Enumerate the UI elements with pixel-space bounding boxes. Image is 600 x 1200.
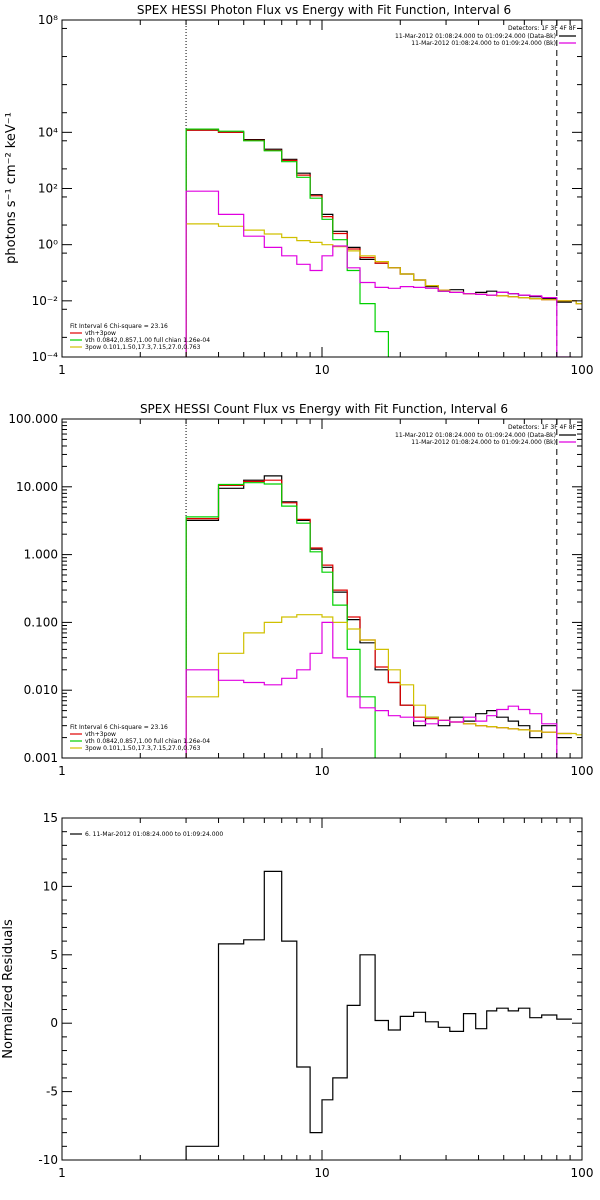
count-flux-y-tick-label: 1.000 <box>24 548 58 562</box>
photon-flux-fit-legend-label: 3pow 0.101,1.50,17.3,7.15,27.0,0.763 <box>85 344 201 351</box>
count-flux-panel: SPEX HESSI Count Flux vs Energy with Fit… <box>8 402 594 778</box>
count-flux-fit-legend-label: vth+3pow <box>85 731 116 738</box>
photon-flux-x-tick-label: 100 <box>571 363 594 377</box>
photon-flux-y-tick-label: 10² <box>38 182 58 196</box>
count-flux-legend-entry-label: 11-Mar-2012 01:08:24.000 to 01:09:24.000… <box>411 439 556 446</box>
photon-flux-series-background <box>185 190 572 357</box>
photon-flux-x-tick-label: 10 <box>314 363 329 377</box>
count-flux-fit-legend-label: 3pow 0.101,1.50,17.3,7.15,27.0,0.763 <box>85 745 201 752</box>
count-flux-series-three-pow <box>185 614 582 758</box>
photon-flux-series-vth <box>185 128 389 357</box>
photon-flux-plot-area: 1 10 100 10⁻⁴ 10⁻² 10⁰ 10² 10⁴ 10⁸ Detectors: 1F … <box>32 13 594 377</box>
count-flux-y-tick-label: 0.100 <box>24 615 58 629</box>
photon-flux-y-tick-label: 10⁰ <box>38 238 58 252</box>
photon-flux-y-tick-label: 10⁻² <box>32 294 59 308</box>
residuals-y-axis-label: Normalized Residuals <box>1 919 16 1059</box>
residuals-x-tick-label: 10 <box>314 1166 329 1180</box>
photon-flux-y-tick-label: 10⁸ <box>38 13 58 27</box>
residuals-y-tick-label: -5 <box>46 1085 58 1099</box>
photon-flux-y-axis-label: photons s⁻¹ cm⁻² keV⁻¹ <box>4 112 19 264</box>
photon-flux-fit-legend-label: vth 0.0842,0.857,1.00 full chian 1.26e-0… <box>85 337 210 344</box>
photon-flux-y-tick-label: 10⁻⁴ <box>32 350 59 364</box>
count-flux-y-tick-label: 0.010 <box>24 683 58 697</box>
photon-flux-fit-summary-label: Fit Interval 6 Chi-square = 23.16 <box>70 323 168 330</box>
photon-flux-legend-entry-label: 11-Mar-2012 01:08:24.000 to 01:09:24.000… <box>395 33 556 40</box>
count-flux-x-tick-label: 1 <box>58 764 66 778</box>
photon-flux-y-tick-label: 10⁴ <box>38 125 58 139</box>
residuals-plot-area: 1 10 100 -10 -5 0 5 10 15 6. 11-Mar-2012 01:08:24… <box>38 811 593 1180</box>
count-flux-y-tick-label: 10.000 <box>16 480 58 494</box>
residuals-y-tick-label: 5 <box>50 948 58 962</box>
photon-flux-legend-entry-label: 11-Mar-2012 01:08:24.000 to 01:09:24.000… <box>411 40 556 47</box>
count-flux-series-background <box>185 621 558 758</box>
count-flux-x-tick-label: 100 <box>571 764 594 778</box>
residuals-panel: Normalized Residuals 1 10 100 -10 -5 0 5 10 15 6.… <box>1 811 593 1180</box>
residuals-y-tick-label: 0 <box>50 1016 58 1030</box>
photon-flux-x-tick-label: 1 <box>58 363 66 377</box>
count-flux-fit-summary-label: Fit Interval 6 Chi-square = 23.16 <box>70 724 168 731</box>
residuals-series-residuals <box>185 870 572 1160</box>
count-flux-detectors-label: Detectors: 1F 3F 4F 8F <box>508 424 577 431</box>
count-flux-y-tick-label: 100.000 <box>8 412 58 426</box>
photon-flux-fit-legend-label: vth+3pow <box>85 330 116 337</box>
count-flux-plot-area: 1 10 100 0.001 0.010 0.100 1.000 10.000 100.000 D… <box>8 412 594 778</box>
photon-flux-detectors-label: Detectors: 1F 3F 4F 8F <box>508 25 577 32</box>
photon-flux-title: SPEX HESSI Photon Flux vs Energy with Fi… <box>137 3 511 17</box>
residuals-y-tick-label: 10 <box>43 879 58 893</box>
residuals-y-tick-label: -10 <box>38 1153 58 1167</box>
count-flux-fit-legend-label: vth 0.0842,0.857,1.00 full chian 1.26e-0… <box>85 738 210 745</box>
count-flux-legend-entry-label: 11-Mar-2012 01:08:24.000 to 01:09:24.000… <box>395 432 556 439</box>
residuals-x-tick-label: 100 <box>571 1166 594 1180</box>
count-flux-series-vth <box>185 482 376 758</box>
count-flux-y-tick-label: 0.001 <box>24 751 58 765</box>
photon-flux-panel: SPEX HESSI Photon Flux vs Energy with Fi… <box>4 3 594 377</box>
residuals-legend-entry-label: 6. 11-Mar-2012 01:08:24.000 to 01:09:24.… <box>85 831 223 838</box>
count-flux-x-tick-label: 10 <box>314 764 329 778</box>
residuals-y-tick-label: 15 <box>43 811 58 825</box>
photon-flux-series-three-pow <box>185 223 582 357</box>
count-flux-title: SPEX HESSI Count Flux vs Energy with Fit… <box>140 402 508 416</box>
residuals-x-tick-label: 1 <box>58 1166 66 1180</box>
